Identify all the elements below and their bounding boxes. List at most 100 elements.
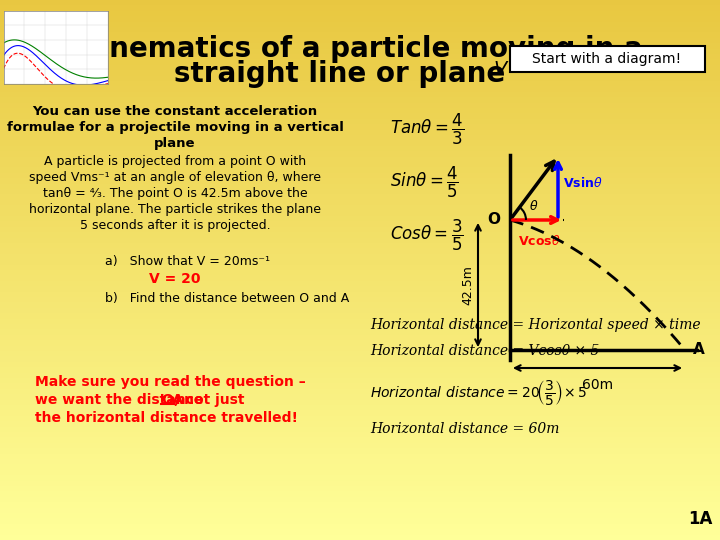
Bar — [0, 76, 720, 81]
Bar — [0, 86, 720, 92]
Text: You can use the constant acceleration: You can use the constant acceleration — [32, 105, 318, 118]
Bar — [0, 292, 720, 297]
Text: V = 20: V = 20 — [149, 272, 201, 286]
Bar — [0, 518, 720, 524]
Bar — [0, 124, 720, 130]
Bar — [0, 340, 720, 346]
Bar — [0, 135, 720, 140]
Bar — [0, 432, 720, 437]
Bar — [0, 194, 720, 200]
Bar — [0, 254, 720, 259]
Bar — [0, 464, 720, 470]
Bar — [0, 205, 720, 211]
Bar — [0, 189, 720, 194]
Text: plane: plane — [154, 137, 196, 150]
Bar — [0, 367, 720, 373]
Bar — [0, 362, 720, 367]
Bar — [0, 211, 720, 216]
Bar — [0, 405, 720, 410]
Bar — [0, 394, 720, 400]
Bar — [0, 313, 720, 319]
Text: V: V — [493, 60, 506, 79]
Bar — [0, 448, 720, 454]
Bar — [0, 232, 720, 238]
Bar — [0, 329, 720, 335]
Bar — [0, 119, 720, 124]
Bar — [0, 59, 720, 65]
Bar — [0, 178, 720, 184]
Text: tanθ = ⁴⁄₃. The point O is 42.5m above the: tanθ = ⁴⁄₃. The point O is 42.5m above t… — [42, 187, 307, 200]
Text: Horizontal distance = 60m: Horizontal distance = 60m — [370, 422, 559, 436]
Bar — [0, 454, 720, 459]
Text: $Sin\theta = \dfrac{4}{5}$: $Sin\theta = \dfrac{4}{5}$ — [390, 165, 459, 200]
Text: horizontal plane. The particle strikes the plane: horizontal plane. The particle strikes t… — [29, 203, 321, 216]
Bar — [0, 259, 720, 265]
Bar — [0, 346, 720, 351]
Bar — [0, 157, 720, 162]
Text: 42.5m: 42.5m — [461, 265, 474, 305]
Bar — [0, 81, 720, 86]
Bar — [0, 421, 720, 427]
Text: Start with a diagram!: Start with a diagram! — [532, 52, 682, 66]
Bar — [0, 200, 720, 205]
Bar — [0, 356, 720, 362]
Text: $Horizontal\ distance = 20\!\left(\dfrac{3}{5}\right)\!\times 5$: $Horizontal\ distance = 20\!\left(\dfrac… — [370, 378, 587, 407]
Bar — [0, 167, 720, 173]
Text: formulae for a projectile moving in a vertical: formulae for a projectile moving in a ve… — [6, 121, 343, 134]
Bar — [0, 275, 720, 281]
Bar — [0, 508, 720, 513]
Bar — [510, 46, 705, 72]
Bar — [0, 373, 720, 378]
Bar — [0, 497, 720, 502]
Bar — [0, 221, 720, 227]
Bar — [0, 324, 720, 329]
Bar — [0, 486, 720, 491]
Bar — [0, 400, 720, 405]
Bar — [0, 184, 720, 189]
Bar — [0, 103, 720, 108]
Bar — [0, 383, 720, 389]
Bar — [0, 146, 720, 151]
Bar — [0, 97, 720, 103]
Bar — [0, 427, 720, 432]
Text: $\theta$: $\theta$ — [529, 199, 539, 213]
Bar — [0, 389, 720, 394]
Text: 5 seconds after it is projected.: 5 seconds after it is projected. — [80, 219, 270, 232]
Bar — [0, 378, 720, 383]
Bar — [0, 302, 720, 308]
Text: Make sure you read the question –: Make sure you read the question – — [35, 375, 306, 389]
Text: 1A: 1A — [688, 510, 712, 528]
Bar — [0, 16, 720, 22]
Bar — [0, 443, 720, 448]
Bar — [0, 297, 720, 302]
Bar — [0, 27, 720, 32]
Bar — [0, 49, 720, 54]
Bar — [0, 162, 720, 167]
Bar — [0, 335, 720, 340]
Text: Horizontal distance = Vcosθ × 5: Horizontal distance = Vcosθ × 5 — [370, 344, 599, 358]
Text: 60m: 60m — [582, 378, 613, 392]
Text: $Tan\theta = \dfrac{4}{3}$: $Tan\theta = \dfrac{4}{3}$ — [390, 112, 464, 147]
Bar — [0, 151, 720, 157]
Bar — [0, 11, 720, 16]
Bar — [0, 5, 720, 11]
Bar — [0, 281, 720, 286]
Text: $Cos\theta = \dfrac{3}{5}$: $Cos\theta = \dfrac{3}{5}$ — [390, 218, 464, 253]
Text: Horizontal distance = Horizontal speed × time: Horizontal distance = Horizontal speed ×… — [370, 318, 701, 332]
Bar — [0, 32, 720, 38]
Bar — [0, 22, 720, 27]
Bar — [0, 140, 720, 146]
Bar — [0, 92, 720, 97]
Bar — [0, 319, 720, 324]
Bar — [0, 227, 720, 232]
Text: OA: OA — [161, 393, 184, 407]
Bar — [0, 130, 720, 135]
Bar — [0, 535, 720, 540]
Bar — [0, 481, 720, 486]
Bar — [0, 65, 720, 70]
Text: A particle is projected from a point O with: A particle is projected from a point O w… — [44, 155, 306, 168]
Bar — [0, 524, 720, 529]
Bar — [0, 308, 720, 313]
Text: O: O — [487, 213, 500, 227]
Text: A: A — [693, 342, 705, 357]
